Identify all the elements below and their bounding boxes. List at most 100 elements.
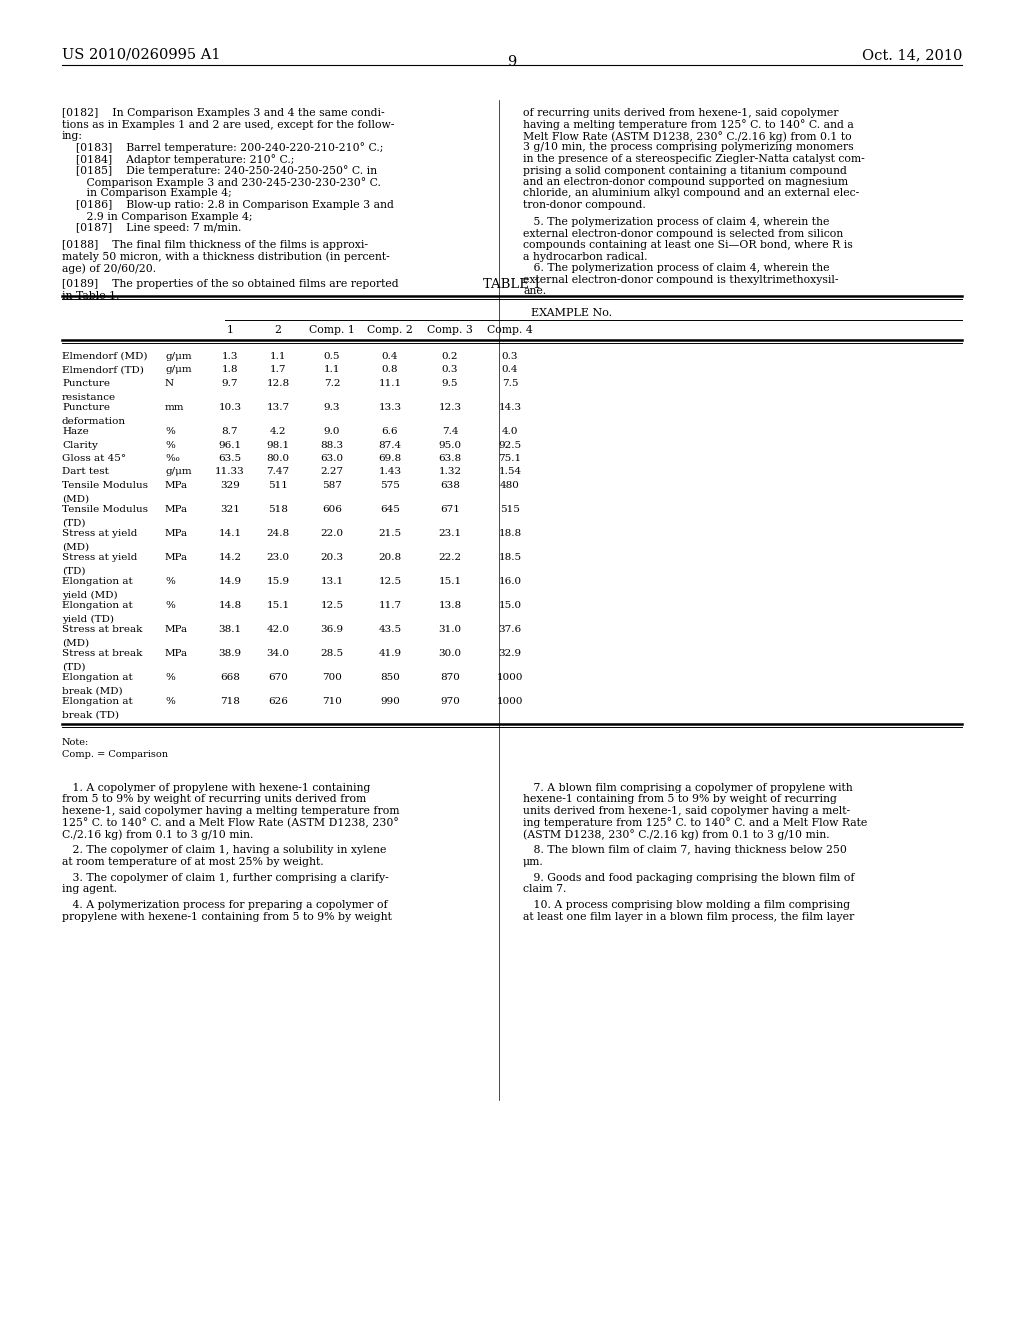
Text: g/μm: g/μm [165, 467, 191, 477]
Text: 2.9 in Comparison Example 4;: 2.9 in Comparison Example 4; [62, 211, 253, 222]
Text: μm.: μm. [523, 857, 544, 867]
Text: 0.4: 0.4 [502, 366, 518, 375]
Text: 14.9: 14.9 [218, 577, 242, 586]
Text: 990: 990 [380, 697, 400, 706]
Text: %: % [165, 577, 175, 586]
Text: 7.47: 7.47 [266, 467, 290, 477]
Text: ing:: ing: [62, 131, 83, 141]
Text: 11.33: 11.33 [215, 467, 245, 477]
Text: 480: 480 [500, 480, 520, 490]
Text: 0.5: 0.5 [324, 352, 340, 360]
Text: 15.1: 15.1 [266, 601, 290, 610]
Text: claim 7.: claim 7. [523, 884, 566, 894]
Text: 575: 575 [380, 480, 400, 490]
Text: 700: 700 [323, 673, 342, 682]
Text: 11.1: 11.1 [379, 379, 401, 388]
Text: 7.4: 7.4 [441, 426, 459, 436]
Text: 21.5: 21.5 [379, 529, 401, 539]
Text: 23.1: 23.1 [438, 529, 462, 539]
Text: Elmendorf (TD): Elmendorf (TD) [62, 366, 144, 375]
Text: Clarity: Clarity [62, 441, 98, 450]
Text: 0.8: 0.8 [382, 366, 398, 375]
Text: 710: 710 [323, 697, 342, 706]
Text: 95.0: 95.0 [438, 441, 462, 450]
Text: (ASTM D1238, 230° C./2.16 kg) from 0.1 to 3 g/10 min.: (ASTM D1238, 230° C./2.16 kg) from 0.1 t… [523, 829, 829, 840]
Text: 7.5: 7.5 [502, 379, 518, 388]
Text: and an electron-donor compound supported on magnesium: and an electron-donor compound supported… [523, 177, 848, 187]
Text: MPa: MPa [165, 529, 188, 539]
Text: 18.8: 18.8 [499, 529, 521, 539]
Text: Comp. 4: Comp. 4 [487, 325, 532, 335]
Text: [0189]    The properties of the so obtained films are reported: [0189] The properties of the so obtained… [62, 280, 398, 289]
Text: Elongation at: Elongation at [62, 673, 133, 682]
Text: 75.1: 75.1 [499, 454, 521, 463]
Text: [0184]    Adaptor temperature: 210° C.;: [0184] Adaptor temperature: 210° C.; [62, 154, 294, 165]
Text: 80.0: 80.0 [266, 454, 290, 463]
Text: tions as in Examples 1 and 2 are used, except for the follow-: tions as in Examples 1 and 2 are used, e… [62, 120, 394, 129]
Text: 1.32: 1.32 [438, 467, 462, 477]
Text: MPa: MPa [165, 480, 188, 490]
Text: Elongation at: Elongation at [62, 601, 133, 610]
Text: 1000: 1000 [497, 673, 523, 682]
Text: 18.5: 18.5 [499, 553, 521, 562]
Text: units derived from hexene-1, said copolymer having a melt-: units derived from hexene-1, said copoly… [523, 807, 850, 816]
Text: 4.0: 4.0 [502, 426, 518, 436]
Text: 1.7: 1.7 [269, 366, 287, 375]
Text: 9.5: 9.5 [441, 379, 459, 388]
Text: 42.0: 42.0 [266, 624, 290, 634]
Text: ing temperature from 125° C. to 140° C. and a Melt Flow Rate: ing temperature from 125° C. to 140° C. … [523, 817, 867, 829]
Text: 0.4: 0.4 [382, 352, 398, 360]
Text: 4.2: 4.2 [269, 426, 287, 436]
Text: 10.3: 10.3 [218, 403, 242, 412]
Text: Stress at yield: Stress at yield [62, 529, 137, 539]
Text: 37.6: 37.6 [499, 624, 521, 634]
Text: Comp. 3: Comp. 3 [427, 325, 473, 335]
Text: 587: 587 [323, 480, 342, 490]
Text: chloride, an aluminium alkyl compound and an external elec-: chloride, an aluminium alkyl compound an… [523, 189, 859, 198]
Text: 14.2: 14.2 [218, 553, 242, 562]
Text: MPa: MPa [165, 506, 188, 513]
Text: prising a solid component containing a titanium compound: prising a solid component containing a t… [523, 165, 847, 176]
Text: Note:: Note: [62, 738, 89, 747]
Text: 6. The polymerization process of claim 4, wherein the: 6. The polymerization process of claim 4… [523, 263, 829, 273]
Text: Melt Flow Rate (ASTM D1238, 230° C./2.16 kg) from 0.1 to: Melt Flow Rate (ASTM D1238, 230° C./2.16… [523, 131, 852, 141]
Text: Gloss at 45°: Gloss at 45° [62, 454, 126, 463]
Text: ing agent.: ing agent. [62, 884, 117, 894]
Text: hexene-1, said copolymer having a melting temperature from: hexene-1, said copolymer having a meltin… [62, 807, 399, 816]
Text: %: % [165, 601, 175, 610]
Text: 9.3: 9.3 [324, 403, 340, 412]
Text: Stress at break: Stress at break [62, 649, 142, 657]
Text: Elongation at: Elongation at [62, 577, 133, 586]
Text: 1.43: 1.43 [379, 467, 401, 477]
Text: 511: 511 [268, 480, 288, 490]
Text: (MD): (MD) [62, 639, 89, 648]
Text: 718: 718 [220, 697, 240, 706]
Text: (MD): (MD) [62, 495, 89, 503]
Text: 11.7: 11.7 [379, 601, 401, 610]
Text: yield (MD): yield (MD) [62, 590, 118, 599]
Text: 1: 1 [226, 325, 233, 335]
Text: in Comparison Example 4;: in Comparison Example 4; [62, 189, 231, 198]
Text: 22.2: 22.2 [438, 553, 462, 562]
Text: 22.0: 22.0 [321, 529, 344, 539]
Text: external electron-donor compound is selected from silicon: external electron-donor compound is sele… [523, 228, 843, 239]
Text: 13.8: 13.8 [438, 601, 462, 610]
Text: 0.2: 0.2 [441, 352, 459, 360]
Text: 2. The copolymer of claim 1, having a solubility in xylene: 2. The copolymer of claim 1, having a so… [62, 845, 386, 855]
Text: at room temperature of at most 25% by weight.: at room temperature of at most 25% by we… [62, 857, 324, 867]
Text: tron-donor compound.: tron-donor compound. [523, 201, 646, 210]
Text: Comp. 2: Comp. 2 [367, 325, 413, 335]
Text: 13.1: 13.1 [321, 577, 344, 586]
Text: Stress at yield: Stress at yield [62, 553, 137, 562]
Text: 34.0: 34.0 [266, 649, 290, 657]
Text: (TD): (TD) [62, 519, 85, 528]
Text: %: % [165, 673, 175, 682]
Text: 125° C. to 140° C. and a Melt Flow Rate (ASTM D1238, 230°: 125° C. to 140° C. and a Melt Flow Rate … [62, 817, 398, 828]
Text: 13.3: 13.3 [379, 403, 401, 412]
Text: 28.5: 28.5 [321, 649, 344, 657]
Text: 41.9: 41.9 [379, 649, 401, 657]
Text: 671: 671 [440, 506, 460, 513]
Text: 12.8: 12.8 [266, 379, 290, 388]
Text: US 2010/0260995 A1: US 2010/0260995 A1 [62, 48, 220, 62]
Text: 4. A polymerization process for preparing a copolymer of: 4. A polymerization process for preparin… [62, 900, 388, 911]
